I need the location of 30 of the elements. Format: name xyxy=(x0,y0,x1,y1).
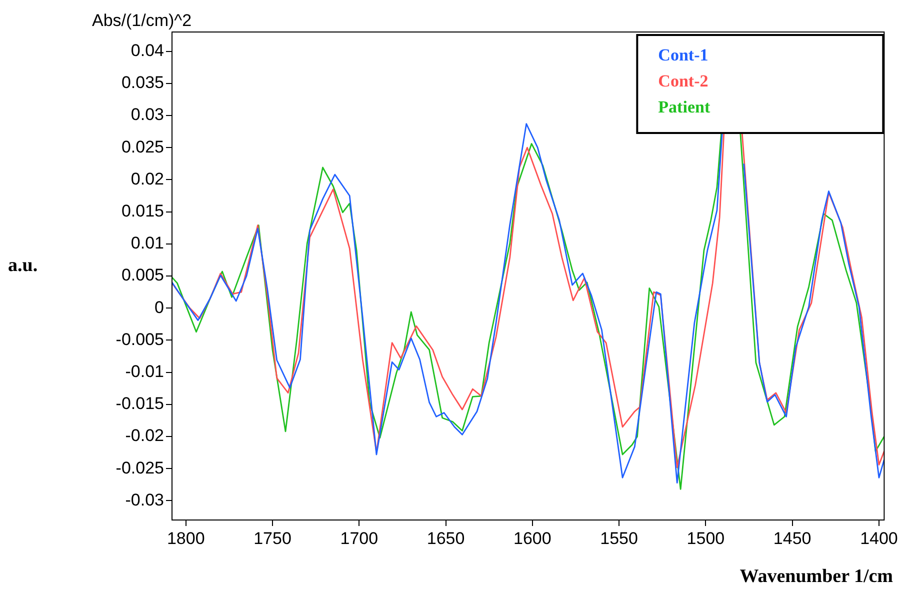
text: Abs/(1/cm)^2 xyxy=(92,11,192,30)
y-tick-label: 0.04 xyxy=(130,40,164,60)
y-tick-label: 0 xyxy=(154,298,164,317)
y-tick-label: 0.035 xyxy=(121,73,164,92)
x-tick-label: 1800 xyxy=(166,528,205,548)
x-axis-title: Wavenumber 1/cm xyxy=(740,566,893,588)
x-tick-label: 1650 xyxy=(426,528,465,548)
x-tick-label: 1750 xyxy=(254,528,292,548)
x-tick-label: 1450 xyxy=(773,528,812,548)
y-tick-label: 0.025 xyxy=(121,137,164,156)
x-tick-label: 1500 xyxy=(686,528,725,548)
y-axis-title: a.u. xyxy=(8,255,38,277)
y-tick-label: -0.01 xyxy=(125,362,164,382)
series-label: Patient xyxy=(658,97,710,116)
y-tick-label: 0.03 xyxy=(130,105,164,124)
x-tick-label: 1400 xyxy=(860,528,898,548)
y-tick-label: 0.015 xyxy=(121,201,164,220)
y-tick-label: -0.03 xyxy=(125,490,164,510)
y-tick-label: 0.01 xyxy=(130,234,164,253)
y-tick-label: -0.02 xyxy=(125,426,164,446)
text: Cont-1 xyxy=(658,45,708,64)
y-tick-label: 0.02 xyxy=(130,169,164,188)
y-tick-label: -0.015 xyxy=(116,394,164,414)
y-tick-label: 0.005 xyxy=(121,266,164,285)
y-tick-label: -0.025 xyxy=(116,458,164,478)
x-tick-label: 1700 xyxy=(340,528,378,548)
x-tick-label: 1550 xyxy=(600,528,638,548)
y-tick-label: -0.005 xyxy=(116,330,164,349)
x-tick-label: 1600 xyxy=(514,528,552,548)
text: Cont-2 xyxy=(658,71,708,90)
